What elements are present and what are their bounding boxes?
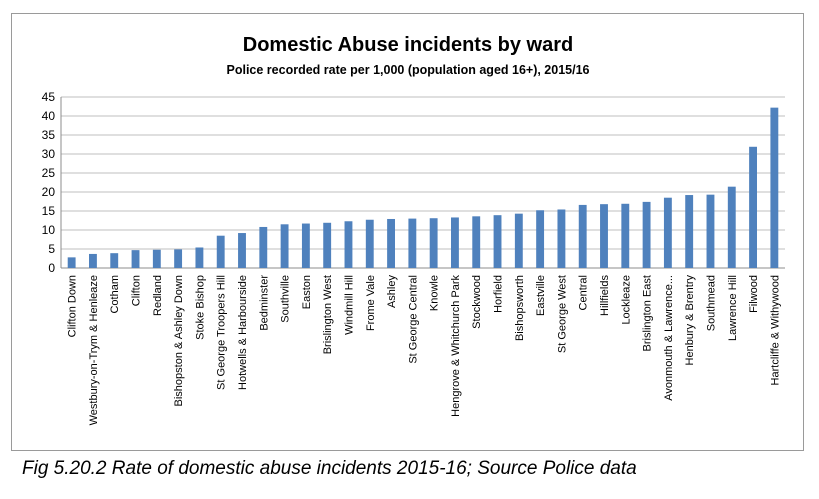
- bar: [621, 203, 630, 268]
- bar: [514, 213, 523, 268]
- y-tick-label: 30: [42, 147, 56, 161]
- x-tick-label: St George Troopers Hill: [216, 275, 228, 390]
- bar: [323, 222, 332, 268]
- bar-chart: Domestic Abuse incidents by ward Police …: [42, 34, 785, 426]
- bar: [110, 253, 119, 268]
- chart-subtitle: Police recorded rate per 1,000 (populati…: [227, 63, 590, 77]
- bar: [749, 146, 757, 268]
- y-tick-label: 45: [42, 90, 56, 104]
- bar: [365, 219, 374, 268]
- bar: [131, 250, 140, 268]
- bar: [301, 223, 310, 268]
- x-tick-label: St George West: [556, 275, 568, 353]
- x-tick-label: Central: [578, 275, 590, 310]
- bar: [174, 249, 183, 268]
- x-tick-label: Stoke Bishop: [194, 275, 206, 340]
- bar: [727, 186, 736, 268]
- x-tick-label: Brislington East: [642, 275, 654, 351]
- y-tick-label: 25: [42, 166, 56, 180]
- x-tick-label: Brislington West: [322, 275, 334, 354]
- y-tick-label: 10: [42, 223, 56, 237]
- x-tick-label: Filwood: [748, 275, 760, 313]
- x-tick-label: Lawrence Hill: [727, 275, 739, 341]
- figure-caption: Fig 5.20.2 Rate of domestic abuse incide…: [22, 458, 637, 479]
- y-tick-label: 20: [42, 185, 56, 199]
- x-tick-label: Redland: [152, 275, 164, 316]
- bar: [89, 253, 97, 268]
- bar: [685, 195, 694, 268]
- bar: [642, 201, 651, 268]
- bar: [216, 235, 225, 268]
- x-tick-label: Hotwells & Harbourside: [237, 275, 249, 390]
- y-tick-label: 0: [48, 261, 55, 275]
- x-tick-label: Clifton Down: [67, 275, 79, 337]
- x-tick-label: Easton: [301, 275, 313, 309]
- bar: [238, 233, 246, 268]
- bar: [451, 217, 459, 268]
- x-tick-label: Bishopston & Ashley Down: [173, 275, 185, 406]
- bar: [344, 221, 353, 268]
- bar: [472, 216, 481, 268]
- x-tick-label: Windmill Hill: [343, 275, 355, 335]
- x-tick-label: Clifton: [131, 275, 143, 306]
- x-tick-label: Bishopsworth: [514, 275, 526, 341]
- y-tick-label: 40: [42, 109, 56, 123]
- x-tick-label: Lockleaze: [620, 275, 632, 325]
- x-tick-label: St George Central: [407, 275, 419, 364]
- y-axis: 0 5 10 15 20 25 30 35 40 45: [42, 90, 785, 275]
- x-tick-label: Hillfields: [599, 275, 611, 316]
- bar: [280, 224, 289, 268]
- bar: [600, 204, 608, 268]
- gridlines: [61, 96, 785, 269]
- bar: [770, 107, 779, 268]
- x-tick-label: Hartcliffe & Withywood: [769, 275, 781, 385]
- y-tick-label: 15: [42, 204, 56, 218]
- y-tick-label: 5: [48, 242, 55, 256]
- x-tick-label: Southmead: [705, 275, 717, 331]
- x-tick-label: Bedminster: [258, 275, 270, 331]
- bar: [259, 226, 268, 268]
- bar: [493, 215, 502, 268]
- bar: [67, 257, 76, 268]
- bar: [663, 197, 672, 268]
- bar: [557, 209, 566, 268]
- bar: [536, 210, 545, 268]
- x-tick-label: Southville: [280, 275, 292, 323]
- bar: [429, 218, 438, 268]
- x-tick-label: Eastville: [535, 275, 547, 316]
- x-tick-label: Horfield: [493, 275, 505, 313]
- x-tick-label: Stockwood: [471, 275, 483, 329]
- x-tick-label: Knowle: [429, 275, 441, 311]
- x-tick-label: Frome Vale: [365, 275, 377, 331]
- bars: [67, 107, 779, 268]
- bar: [408, 218, 417, 268]
- x-tick-label: Ashley: [386, 275, 398, 309]
- chart-frame: Domestic Abuse incidents by ward Police …: [11, 13, 804, 451]
- x-tick-label: Westbury-on-Trym & Henleaze: [88, 275, 100, 425]
- y-tick-label: 35: [42, 128, 56, 142]
- bar: [706, 194, 715, 268]
- x-tick-label: Cotham: [109, 275, 121, 314]
- bar: [152, 249, 161, 268]
- bar: [195, 247, 204, 268]
- x-tick-label: Henbury & Brentry: [684, 275, 696, 366]
- bar: [578, 204, 587, 268]
- x-tick-label: Hengrove & Whitchurch Park: [450, 275, 462, 417]
- chart-title: Domestic Abuse incidents by ward: [243, 34, 573, 56]
- x-axis-labels: Clifton Down Westbury-on-Trym & Henleaze C…: [67, 275, 782, 426]
- bar: [387, 218, 395, 268]
- x-tick-label: Avonmouth & Lawrence...: [663, 275, 675, 401]
